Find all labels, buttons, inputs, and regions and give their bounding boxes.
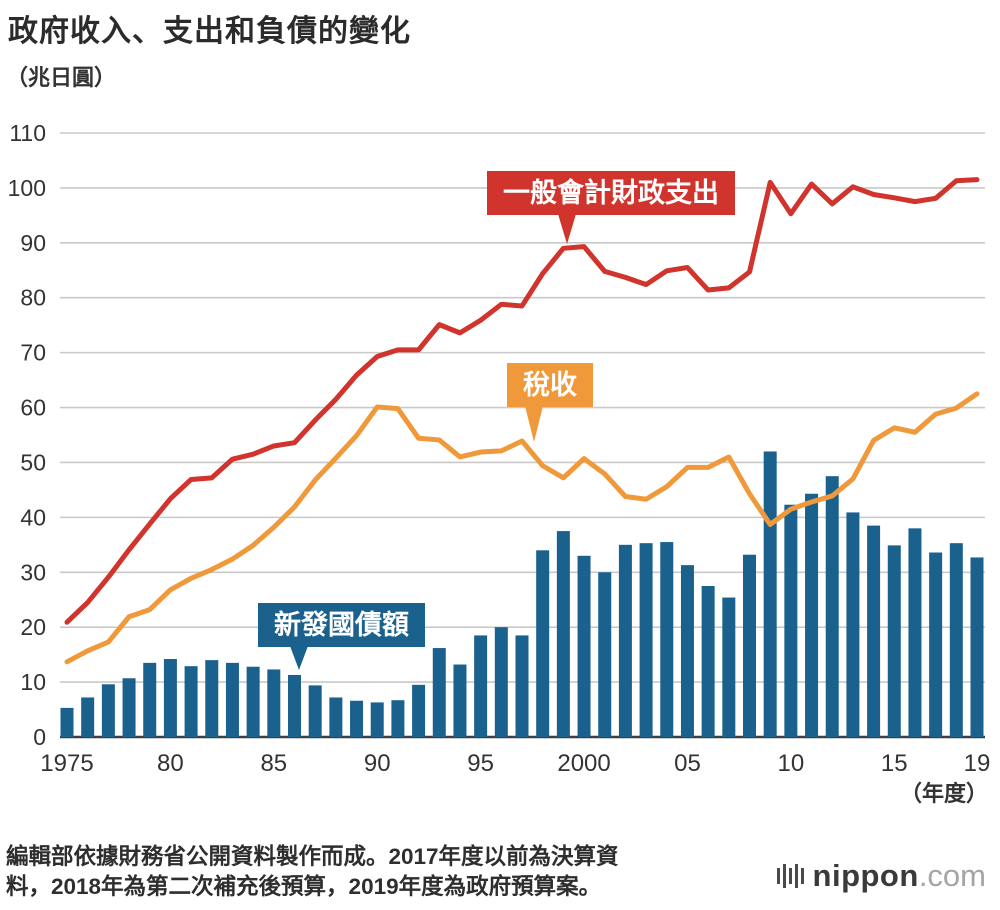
svg-text:0: 0: [33, 724, 46, 750]
x-axis-unit-label: （年度）: [899, 781, 988, 806]
source-note-line1: 編輯部依據財務省公開資料製作而成。2017年度以前為決算資: [6, 844, 619, 869]
y-axis-unit-label: （兆日圓）: [6, 65, 117, 90]
logo-text-nippon: nippon: [812, 858, 919, 893]
source-note-line2: 料，2018年為第二次補充後預算，2019年度為政府預算案。: [6, 874, 602, 899]
page-title: 政府收入、支出和負債的變化: [8, 15, 411, 48]
svg-text:90: 90: [20, 230, 46, 256]
svg-text:50: 50: [20, 449, 46, 475]
svg-text:80: 80: [20, 285, 46, 311]
tax-callout-pointer-icon: [525, 406, 543, 442]
svg-text:95: 95: [467, 750, 494, 777]
bonds-callout-label: 新發國債額: [274, 610, 409, 640]
svg-text:60: 60: [20, 395, 46, 421]
svg-text:05: 05: [674, 750, 701, 777]
svg-text:100: 100: [8, 175, 46, 201]
svg-text:1975: 1975: [40, 750, 93, 777]
svg-text:10: 10: [778, 750, 805, 777]
source-note: 編輯部依據財務省公開資料製作而成。2017年度以前為決算資 料，2018年為第二…: [6, 842, 619, 902]
svg-text:2000: 2000: [557, 750, 610, 777]
bonds-callout: 新發國債額: [258, 603, 425, 670]
svg-text:80: 80: [157, 750, 184, 777]
svg-text:40: 40: [20, 504, 46, 530]
svg-text:15: 15: [881, 750, 908, 777]
equalizer-bars-icon: [776, 864, 804, 888]
expenditure-callout-label: 一般會計財政支出: [503, 178, 719, 208]
svg-text:90: 90: [364, 750, 391, 777]
svg-text:19: 19: [964, 750, 991, 777]
expenditure-callout: 一般會計財政支出: [487, 171, 735, 244]
tax-callout: 稅收: [507, 363, 593, 442]
svg-text:10: 10: [20, 669, 46, 695]
logo-text-com: .com: [918, 858, 986, 893]
svg-text:85: 85: [260, 750, 287, 777]
tax-callout-label: 稅收: [523, 370, 577, 400]
svg-text:30: 30: [20, 559, 46, 585]
bonds-callout-pointer-icon: [290, 646, 308, 670]
svg-text:110: 110: [9, 120, 46, 146]
svg-text:20: 20: [20, 614, 46, 640]
nippon-logo: nippon .com: [776, 858, 986, 894]
svg-text:70: 70: [20, 340, 46, 366]
expenditure-callout-pointer-icon: [558, 214, 576, 244]
